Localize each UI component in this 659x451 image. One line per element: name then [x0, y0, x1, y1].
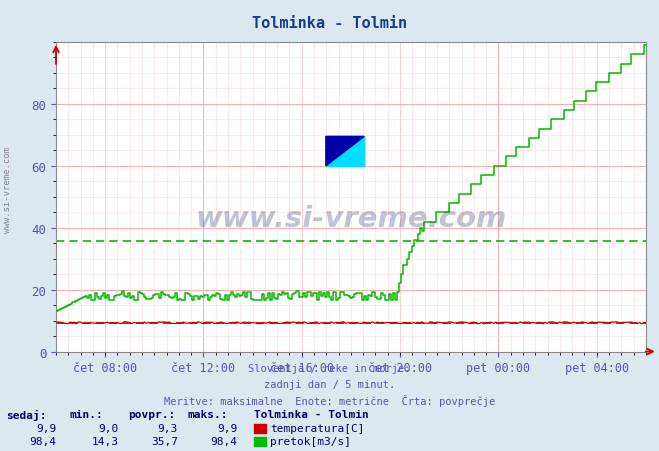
Text: Slovenija / reke in morje.: Slovenija / reke in morje. [248, 363, 411, 373]
Bar [326, 137, 364, 166]
Text: 14,3: 14,3 [92, 436, 119, 446]
Text: www.si-vreme.com: www.si-vreme.com [3, 147, 13, 232]
Text: Tolminka - Tolmin: Tolminka - Tolmin [254, 410, 368, 419]
Text: temperatura[C]: temperatura[C] [270, 423, 364, 433]
Text: maks.:: maks.: [188, 410, 228, 419]
Text: pretok[m3/s]: pretok[m3/s] [270, 436, 351, 446]
Text: Meritve: maksimalne  Enote: metrične  Črta: povprečje: Meritve: maksimalne Enote: metrične Črta… [164, 395, 495, 407]
Text: www.si-vreme.com: www.si-vreme.com [195, 205, 507, 233]
Text: 9,3: 9,3 [158, 423, 178, 433]
Text: 9,0: 9,0 [98, 423, 119, 433]
Polygon shape [326, 137, 364, 166]
Polygon shape [326, 137, 364, 166]
Text: min.:: min.: [69, 410, 103, 419]
Text: 35,7: 35,7 [151, 436, 178, 446]
Text: zadnji dan / 5 minut.: zadnji dan / 5 minut. [264, 379, 395, 389]
Text: 9,9: 9,9 [217, 423, 237, 433]
Text: 98,4: 98,4 [29, 436, 56, 446]
Text: 98,4: 98,4 [210, 436, 237, 446]
Text: sedaj:: sedaj: [7, 410, 47, 420]
Text: Tolminka - Tolmin: Tolminka - Tolmin [252, 16, 407, 31]
Text: 9,9: 9,9 [36, 423, 56, 433]
Text: povpr.:: povpr.: [129, 410, 176, 419]
